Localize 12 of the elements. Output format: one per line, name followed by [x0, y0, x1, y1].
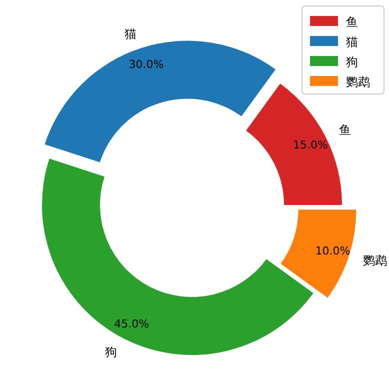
data-label: 15.0%: [293, 138, 328, 152]
legend-label: 猫: [346, 35, 358, 49]
data-label: 45.0%: [114, 318, 150, 331]
slice-label: 鱼: [339, 123, 352, 138]
slice-label: 猫: [124, 26, 136, 41]
data-label: 30.0%: [128, 58, 164, 72]
data-label: 10.0%: [315, 244, 350, 258]
slice-label: 狗: [105, 345, 118, 360]
slice-label: 鹦鹉: [363, 254, 388, 268]
legend-label: 鹦鹉: [346, 75, 370, 89]
legend-label: 狗: [346, 55, 358, 69]
legend-label: 鱼: [346, 15, 358, 29]
